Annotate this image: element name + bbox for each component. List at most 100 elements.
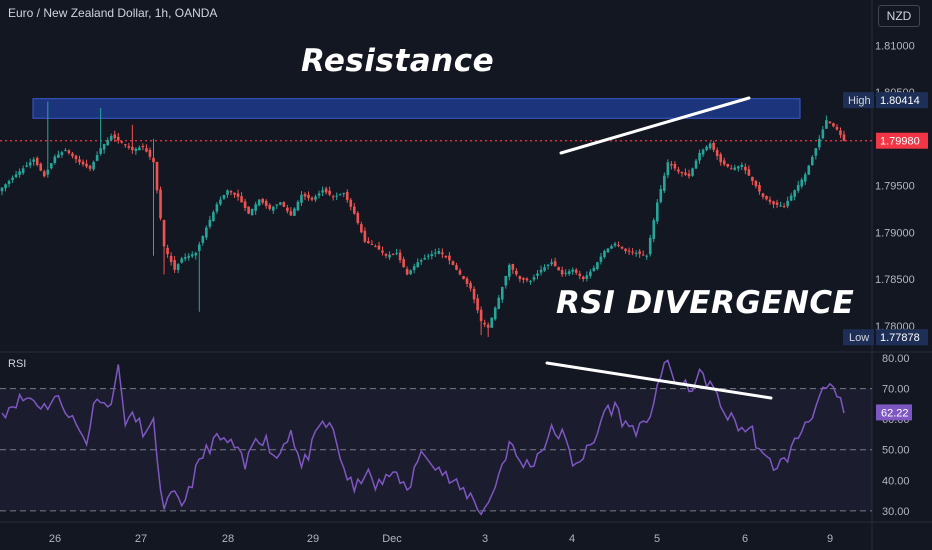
candle-body (74, 155, 78, 160)
rsi-divergence-annotation: RSI DIVERGENCE (556, 285, 855, 321)
candle-body (416, 262, 420, 268)
candle-body (779, 205, 782, 207)
candle-body (589, 271, 592, 277)
candle-body (71, 153, 74, 157)
candle-body (286, 207, 289, 212)
candle-body (567, 271, 571, 274)
candle-body (835, 126, 839, 130)
time-tick-label: 28 (222, 533, 234, 545)
candle-body (775, 202, 779, 205)
candle-body (402, 259, 405, 268)
candle-body (363, 230, 367, 242)
rsi-value-box (876, 404, 912, 421)
candle-body (169, 255, 173, 262)
candle-body (356, 212, 360, 223)
candle-body (226, 190, 229, 195)
candle-body (500, 286, 504, 300)
candle-body (585, 275, 589, 279)
candle-body (624, 248, 627, 252)
candle-body (159, 189, 162, 219)
candle-body (434, 252, 437, 254)
candle-body (194, 252, 198, 256)
candle-body (197, 244, 201, 252)
candle-body (155, 161, 159, 191)
candle-body (99, 148, 102, 154)
current-price-value: 1.79980 (880, 136, 920, 148)
candle-body (219, 199, 222, 205)
candle-body (310, 197, 314, 200)
candle-body (42, 171, 46, 177)
candle-body (32, 159, 36, 162)
candle-body (786, 200, 789, 207)
candle-body (782, 206, 786, 208)
high-label: High (848, 95, 871, 107)
candle-body (677, 169, 680, 172)
candle-body (772, 201, 775, 205)
candle-body (293, 208, 296, 216)
candle-body (282, 202, 286, 207)
candle-body (550, 262, 553, 265)
candle-body (85, 163, 88, 167)
symbol-title: Euro / New Zealand Dollar, 1h, OANDA (8, 6, 218, 20)
candle-body (25, 165, 28, 167)
candle-body (0, 187, 4, 192)
candle-body (289, 211, 293, 216)
candle-body (335, 195, 338, 197)
candle-body (617, 245, 620, 247)
price-tick-label: 1.79000 (875, 227, 915, 239)
candle-body (124, 144, 127, 146)
rsi-trendline (545, 361, 773, 400)
candle-body (613, 243, 617, 246)
candle-body (60, 152, 64, 155)
candle-body (839, 130, 842, 136)
rsi-pane-title: RSI (8, 358, 27, 370)
price-tick-label: 1.81000 (875, 40, 915, 52)
candle-body (715, 150, 719, 156)
candle-body (141, 146, 145, 148)
candle-body (620, 246, 624, 249)
candle-body (250, 208, 254, 216)
candle-body (208, 219, 212, 227)
candle-body (497, 297, 501, 309)
candle-body (536, 273, 539, 276)
candle-body (437, 251, 441, 254)
candle-body (645, 255, 649, 257)
candle-body (793, 190, 796, 197)
time-tick-label: 27 (135, 533, 147, 545)
candle-body (106, 140, 109, 146)
candle-body (398, 252, 402, 261)
candle-body (300, 194, 303, 203)
low-label-box (843, 329, 874, 346)
candle-body (360, 224, 363, 233)
candle-body (666, 162, 670, 176)
time-tick-label: 5 (654, 533, 660, 545)
time-tick-label: 6 (742, 533, 748, 545)
candle-body (131, 146, 134, 151)
candle-body (331, 196, 335, 198)
candle-body (240, 196, 243, 203)
candle-body (455, 265, 458, 270)
candle-body (275, 204, 279, 206)
candle-body (796, 184, 800, 191)
candle-body (190, 254, 194, 257)
candle-body (592, 267, 596, 272)
candle-body (525, 278, 529, 281)
candle-body (374, 246, 377, 248)
candle-body (655, 202, 659, 222)
candle-body (444, 255, 448, 258)
candle-body (257, 199, 261, 206)
currency-button[interactable]: NZD (878, 5, 920, 27)
candle-body (412, 266, 416, 270)
candle-body (687, 173, 691, 177)
candle-body (680, 171, 684, 174)
candle-body (229, 191, 233, 193)
candle-body (4, 184, 7, 189)
candle-body (78, 159, 81, 163)
candle-body (64, 150, 67, 152)
low-value: 1.77878 (880, 332, 920, 344)
candle-body (247, 206, 250, 214)
candle-body (842, 134, 846, 141)
candle-body (409, 270, 412, 275)
candle-body (472, 288, 476, 300)
